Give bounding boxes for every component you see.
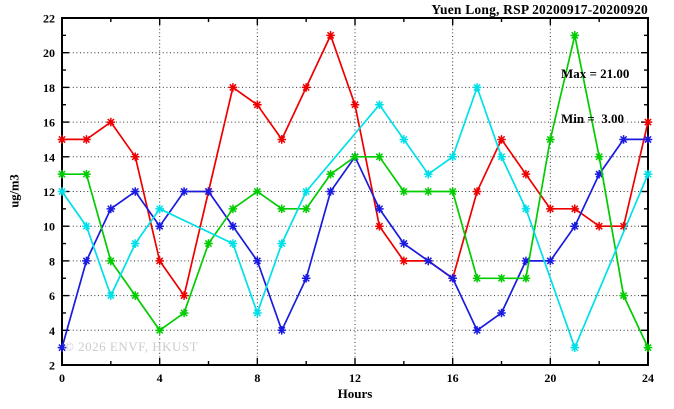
y-tick-label: 20	[43, 46, 55, 60]
series-blue-markers	[57, 135, 653, 352]
max-label: Max = 21.00	[561, 66, 630, 81]
series-cyan-markers	[57, 83, 653, 352]
y-tick-label: 14	[43, 150, 55, 164]
x-tick-label: 20	[544, 371, 556, 385]
y-tick-label: 12	[43, 185, 55, 199]
x-tick-label: 12	[349, 371, 361, 385]
series-green-markers	[57, 31, 653, 352]
max-min-annotation: Max = 21.00 Min = 3.00	[561, 36, 629, 156]
y-tick-label: 16	[43, 116, 55, 130]
series-green	[57, 31, 653, 352]
min-label: Min = 3.00	[561, 111, 625, 126]
watermark: © 2026 ENVF, HKUST	[64, 339, 199, 354]
series-red	[57, 31, 653, 300]
y-tick-labels: 2 4 6 8 10 12 14 16 18 20 22	[43, 12, 55, 373]
series-blue	[57, 135, 653, 352]
y-axis-label: ug/m3	[7, 174, 22, 208]
x-tick-label: 0	[59, 371, 65, 385]
y-tick-label: 6	[49, 289, 55, 303]
y-tick-label: 18	[43, 81, 55, 95]
series-cyan-line	[61, 84, 649, 350]
x-tick-labels: 0 4 8 12 16 20 24	[59, 371, 654, 385]
y-tick-label: 4	[49, 324, 55, 338]
x-tick-label: 16	[447, 371, 459, 385]
x-tick-label: 4	[157, 371, 163, 385]
x-tick-label: 8	[254, 371, 260, 385]
x-axis-label: Hours	[337, 386, 373, 401]
y-tick-label: 22	[43, 12, 55, 26]
x-tick-label: 24	[642, 371, 654, 385]
y-tick-label: 2	[49, 359, 55, 373]
y-tick-label: 10	[43, 220, 55, 234]
chart-title: Yuen Long, RSP 20200917-20200920	[431, 2, 648, 17]
series-cyan	[57, 83, 653, 352]
y-tick-label: 8	[49, 254, 55, 268]
